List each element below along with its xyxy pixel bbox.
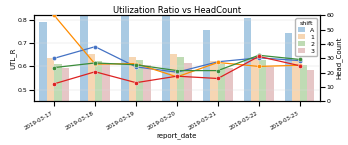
Bar (62, 68, 69, 101)
Bar (285, 32, 292, 101)
Bar (162, 8, 169, 101)
Bar (80, 12, 88, 101)
X-axis label: report_date: report_date (157, 133, 197, 139)
Bar (88, 54, 95, 101)
Bar (203, 30, 211, 101)
Bar (143, 65, 151, 101)
Bar (39, 22, 47, 101)
Bar (169, 54, 177, 101)
Bar (54, 64, 62, 101)
Bar (211, 61, 218, 101)
Bar (292, 60, 300, 101)
Y-axis label: UTL_R: UTL_R (9, 48, 16, 69)
Bar (300, 65, 307, 101)
Bar (136, 60, 143, 101)
Bar (95, 61, 102, 101)
Bar (225, 68, 232, 101)
Y-axis label: Head_Count: Head_Count (336, 37, 342, 79)
Legend: A, 1, 2, 3: A, 1, 2, 3 (295, 18, 317, 56)
Bar (47, 58, 54, 101)
Title: Utilization Ratio vs HeadCount: Utilization Ratio vs HeadCount (113, 6, 241, 14)
Bar (177, 57, 184, 101)
Bar (184, 63, 192, 101)
Bar (307, 70, 315, 101)
Bar (129, 57, 136, 101)
Bar (102, 64, 110, 101)
Bar (218, 64, 225, 101)
Bar (244, 18, 251, 101)
Bar (266, 67, 274, 101)
Bar (251, 57, 259, 101)
Bar (121, 15, 129, 101)
Bar (259, 60, 266, 101)
